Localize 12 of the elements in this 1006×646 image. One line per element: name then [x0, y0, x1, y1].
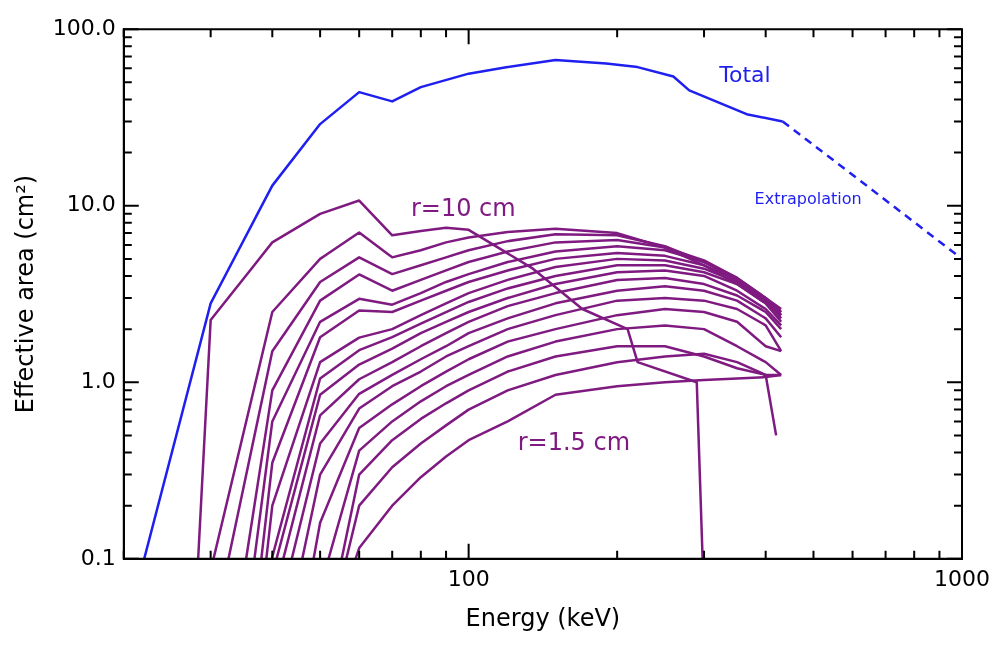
annotation: r=10 cm	[410, 194, 516, 223]
x-tick-label: 1000	[934, 565, 991, 591]
x-tick-label: 100	[447, 565, 490, 591]
annotation: r=1.5 cm	[517, 428, 631, 457]
y-tick-label: 1.0	[80, 367, 116, 393]
y-tick-label: 100.0	[52, 14, 116, 40]
y-tick-label: 0.1	[80, 544, 116, 570]
series-label: Total	[718, 62, 771, 88]
y-tick-label: 10.0	[66, 191, 116, 217]
x-axis-title: Energy (keV)	[465, 603, 621, 632]
y-axis-title: Effective area (cm²)	[10, 174, 39, 414]
series-label: Extrapolation	[754, 189, 862, 209]
